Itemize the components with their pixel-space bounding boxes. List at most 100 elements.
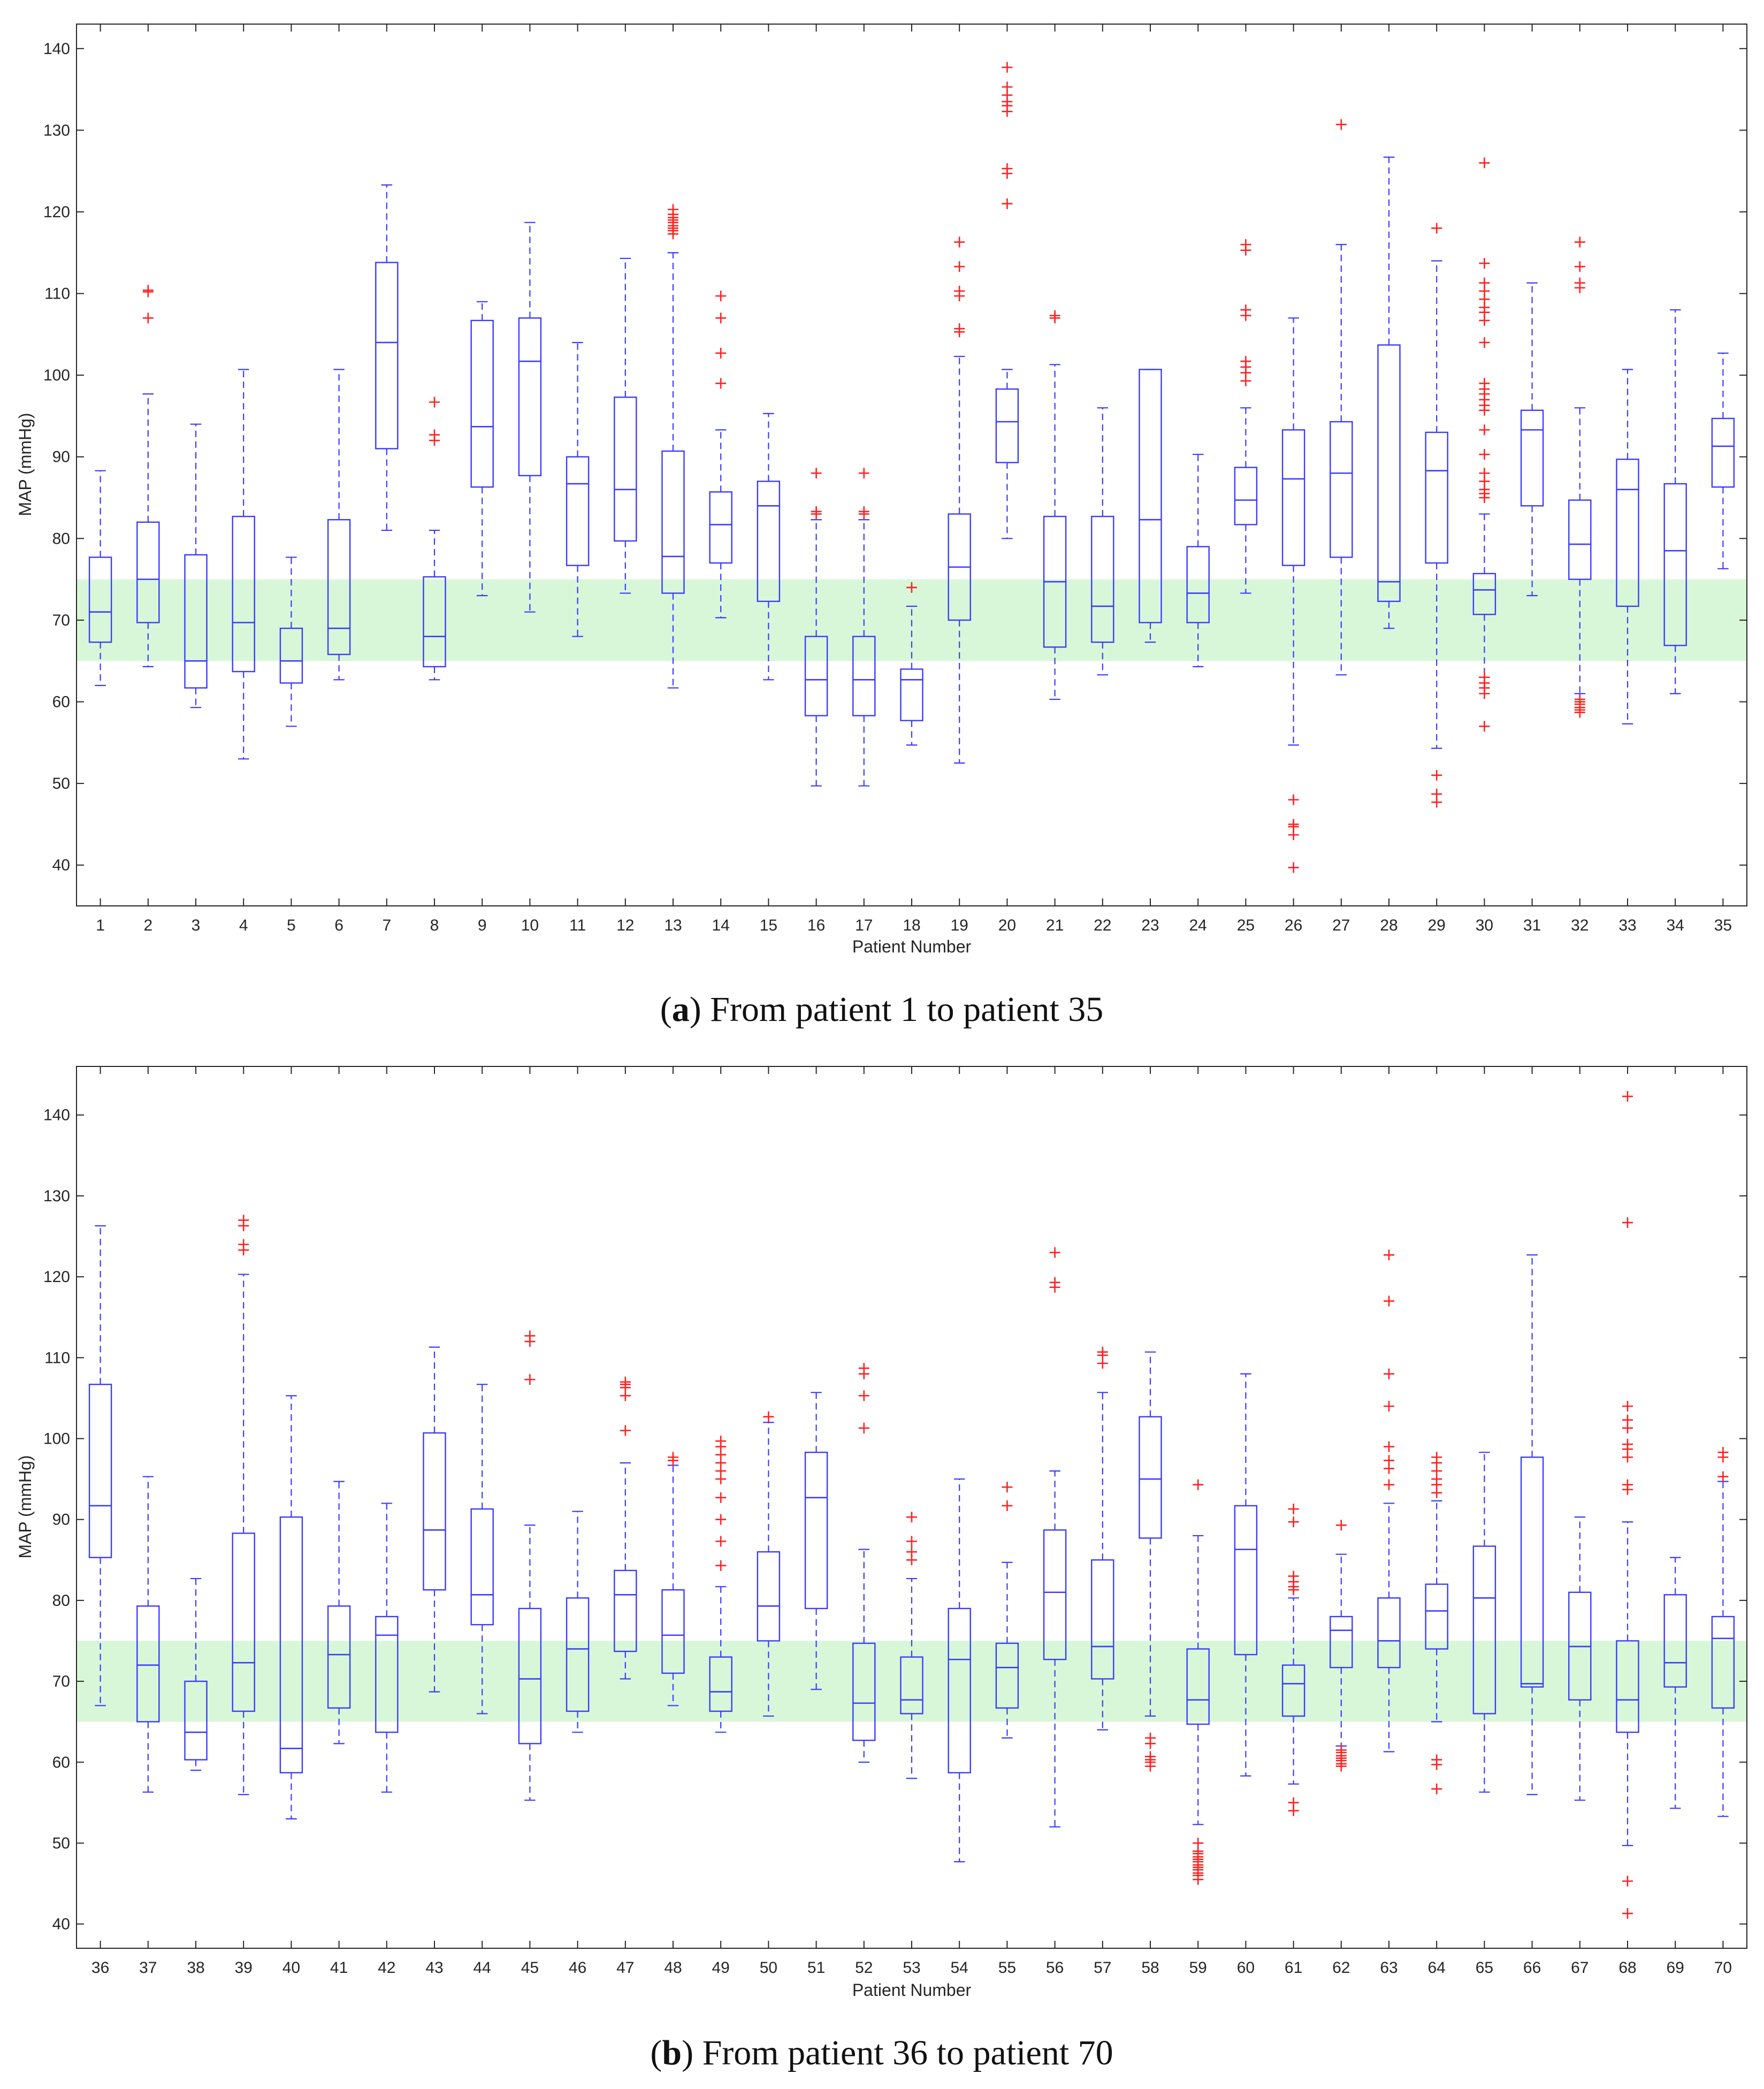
iqr-box [709,1656,732,1712]
y-tick-label: 60 [52,1753,70,1771]
iqr-box [614,397,637,542]
caption-text-b: From patient 36 to patient 70 [702,2033,1113,2072]
outlier-point [1335,1744,1347,1756]
iqr-box [423,1432,446,1591]
iqr-box [1043,1529,1067,1660]
outlier-point [954,261,965,272]
caption-b: (b) From patient 36 to patient 70 [650,2033,1113,2072]
iqr-box [804,1451,828,1610]
box-patient-40 [279,1395,303,1820]
iqr-box [900,1656,923,1714]
outlier-point [429,397,440,408]
iqr-box [995,388,1019,463]
box-patient-35 [1711,352,1735,569]
box-patient-52 [852,1362,876,1763]
x-tick-label: 58 [1141,1959,1159,1977]
y-tick-label: 130 [43,1187,70,1205]
x-tick-label: 33 [1618,917,1636,934]
box-patient-3 [184,423,208,708]
x-tick-label: 38 [187,1959,204,1977]
x-tick-label: 25 [1237,917,1255,934]
x-tick-label: 32 [1571,917,1589,934]
x-axis-label-a: Patient Number [852,937,972,956]
axes-frame-a [76,24,1747,906]
y-tick-label: 140 [43,1107,70,1124]
iqr-box [661,1589,685,1674]
y-tick-label: 90 [52,1511,70,1529]
outlier-point [1288,819,1299,830]
iqr-box [1711,417,1735,488]
box-patient-18 [900,582,923,746]
outlier-point [1622,1401,1633,1412]
y-tick-label: 110 [44,285,70,303]
iqr-box [757,481,781,603]
box-patient-59 [1186,1479,1210,1885]
outlier-point [1622,1439,1633,1450]
box-patient-32 [1568,237,1592,718]
box-patient-69 [1663,1557,1687,1809]
x-tick-label: 5 [287,917,296,934]
y-tick-label: 50 [52,1834,70,1852]
box-patient-51 [804,1392,828,1690]
iqr-box [1139,1416,1162,1539]
outlier-point [1049,310,1060,321]
outlier-point [620,1425,631,1436]
outlier-point [858,1422,869,1434]
x-tick-label: 30 [1476,917,1493,934]
box-patient-44 [470,1384,494,1714]
outlier-point [1288,794,1299,805]
caption-text-a: From patient 1 to patient 35 [710,990,1103,1029]
plot-area-a [77,24,1747,906]
x-tick-label: 31 [1523,917,1541,934]
box-patient-46 [566,1511,590,1733]
x-tick-label: 51 [807,1959,825,1977]
box-patient-64 [1425,1452,1448,1795]
box-patient-17 [852,468,876,787]
y-tick-label: 120 [43,1268,70,1286]
box-patient-6 [327,369,351,681]
iqr-box [1472,573,1496,615]
box-patient-43 [423,1346,446,1692]
x-tick-label: 12 [616,917,634,934]
y-axis-b: 40 50 60 70 80 90 100 110 120 130 140 36 37 38 39 40 41 4… [43,1066,1747,1977]
x-tick-label: 46 [569,1959,586,1977]
outlier-point [906,1536,917,1547]
iqr-box [1139,369,1162,623]
iqr-box [1377,1597,1401,1668]
iqr-box [852,1642,876,1741]
outlier-point [906,582,917,593]
outlier-point [858,1390,869,1401]
box-patient-38 [184,1577,208,1771]
outlier-point [1097,1346,1108,1358]
x-tick-label: 65 [1476,1959,1493,1977]
outlier-point [1431,788,1442,799]
outlier-point [954,285,965,296]
y-tick-label: 40 [52,857,70,874]
iqr-box [1663,1594,1687,1688]
iqr-box [375,262,399,449]
iqr-box [1711,1615,1735,1709]
outlier-point [1335,119,1347,130]
box-patient-47 [614,1376,637,1680]
outlier-point [1479,672,1490,683]
outlier-point [715,347,727,359]
box-patient-19 [948,237,971,764]
x-tick-label: 67 [1571,1959,1589,1977]
box-patient-8 [423,397,446,681]
outlier-point [1384,1455,1394,1466]
y-tick-label: 70 [52,612,70,629]
x-tick-label: 41 [330,1959,348,1977]
box-patient-65 [1472,1452,1496,1793]
iqr-box [1425,431,1448,564]
outlier-point [858,1362,869,1374]
x-tick-label: 19 [951,917,968,934]
iqr-box [375,1615,399,1733]
outlier-point [1431,1754,1442,1765]
box-patient-63 [1377,1249,1401,1752]
outlier-point [1574,261,1585,272]
box-patient-56 [1043,1247,1067,1828]
outlier-point [238,1215,249,1226]
x-tick-label: 18 [903,917,920,934]
outlier-point [429,429,440,440]
